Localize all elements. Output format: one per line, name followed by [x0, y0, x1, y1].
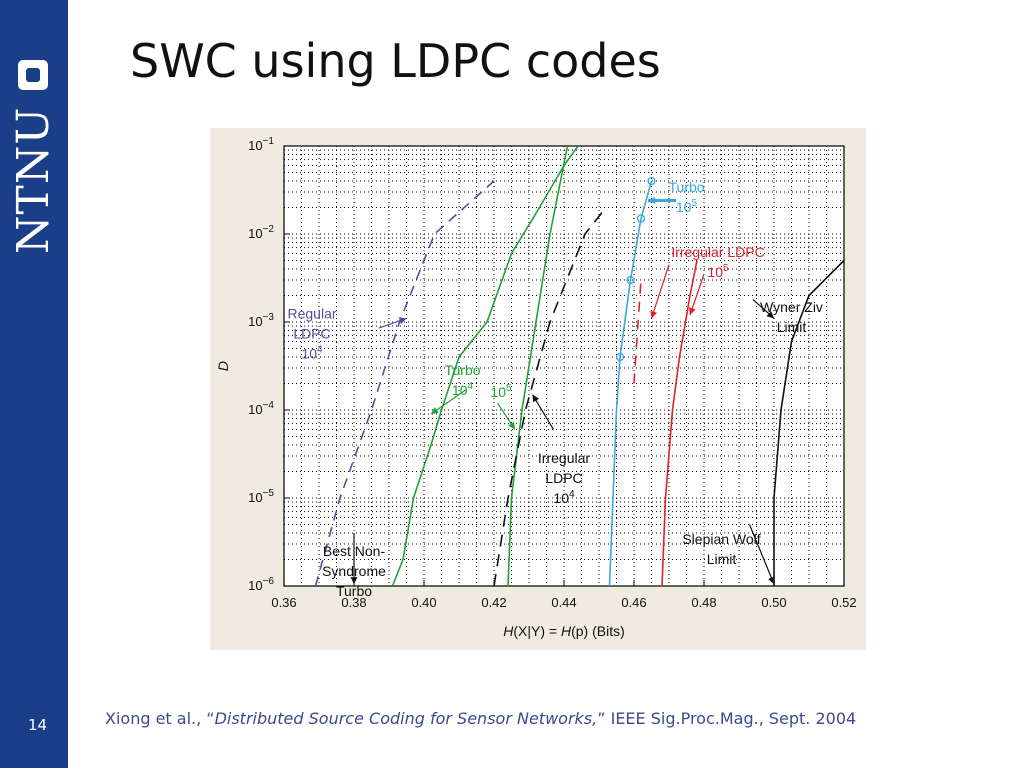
annotation-label: 105 — [490, 383, 512, 400]
annotation-label: 105 — [707, 263, 729, 280]
annotation-label: Irregular LDPC — [671, 244, 764, 260]
y-tick-label: 10−5 — [248, 488, 274, 505]
annotation-arrow-line — [689, 273, 705, 316]
y-tick-label: 10−3 — [248, 312, 274, 329]
citation: Xiong et al., “Distributed Source Coding… — [105, 708, 1005, 729]
x-tick-label: 0.44 — [551, 595, 576, 610]
x-tick-label: 0.36 — [271, 595, 296, 610]
annotation-arrow-head — [431, 407, 439, 415]
annotation-arrow-head — [532, 394, 540, 403]
series-line-irregular_ldpc_1e4 — [493, 207, 607, 586]
data-marker — [636, 214, 646, 223]
annotation-label: 104 — [553, 489, 575, 506]
annotation-arrow-head — [350, 577, 358, 585]
x-tick-label: 0.38 — [341, 595, 366, 610]
annotation-label: 104 — [452, 381, 474, 398]
annotation-label: LDPC — [545, 470, 582, 486]
annotation-label: 104 — [301, 344, 323, 361]
ntnu-logo-icon — [18, 60, 48, 90]
x-tick-label: 0.52 — [831, 595, 856, 610]
annotation-arrow-head — [398, 317, 407, 324]
x-tick-label: 0.48 — [691, 595, 716, 610]
data-marker — [626, 275, 635, 285]
annotation-label: Turbo — [668, 179, 704, 195]
annotation-label: Limit — [707, 551, 737, 567]
annotation-arrow-head — [650, 310, 657, 319]
x-tick-label: 0.42 — [481, 595, 506, 610]
series-line-turbo_blue_1e5 — [608, 180, 653, 586]
logo-text: NTNU — [8, 106, 59, 254]
citation-prefix: Xiong et al., “ — [105, 709, 215, 728]
annotation-label: Regular — [287, 305, 336, 321]
series-line-irregular_ldpc_red_1e5 — [661, 260, 698, 586]
slide-number: 14 — [28, 716, 48, 734]
y-tick-label: 10−4 — [248, 400, 274, 417]
y-tick-label: 10−2 — [248, 224, 274, 241]
annotation-label: Syndrome — [322, 563, 386, 579]
chart: 0.36 0.38 0.40 0.42 0.44 0.46 0.48 0.50 0.52 10−6… — [210, 128, 866, 650]
annotation-label: Turbo — [336, 583, 372, 599]
annotation-label: 105 — [676, 198, 698, 215]
annotation-arrow-line — [650, 264, 670, 319]
series-line-regular_ldpc_1e4 — [314, 180, 495, 586]
annotation-arrow-head — [768, 576, 775, 585]
sidebar-band: NTNU 14 — [0, 0, 68, 768]
series-line-wyner_ziv_limit — [773, 259, 844, 586]
annotation-label: Limit — [777, 319, 807, 335]
annotation-label: Slepian Wolf — [682, 531, 760, 547]
x-axis-label: H(X|Y) = H(p) (Bits) — [503, 623, 625, 639]
x-tick-label: 0.40 — [411, 595, 436, 610]
annotation-label: Wyner Ziv — [760, 299, 823, 315]
figure: 0.36 0.38 0.40 0.42 0.44 0.46 0.48 0.50 0.52 10−6… — [210, 128, 866, 650]
series-line-turbo_1e5 — [507, 146, 569, 586]
annotation-label: Turbo — [444, 362, 480, 378]
annotation-arrow-head — [508, 421, 515, 430]
slide-title: SWC using LDPC codes — [130, 34, 661, 88]
series-group — [314, 146, 844, 586]
x-tick-label: 0.50 — [761, 595, 786, 610]
annotation-arrow-head — [766, 311, 774, 319]
data-marker — [647, 176, 656, 186]
x-tick-label: 0.46 — [621, 595, 646, 610]
series-line-best_nonsyndrome_turbo — [391, 146, 579, 586]
y-axis-label: D — [215, 361, 231, 371]
y-tick-label: 10−1 — [248, 136, 274, 153]
annotation-arrow-line — [748, 524, 775, 585]
y-tick-label: 10−6 — [248, 576, 274, 593]
citation-suffix: ” IEEE Sig.Proc.Mag., Sept. 2004 — [597, 709, 857, 728]
data-marker — [615, 352, 625, 362]
annotation-label: Best Non- — [323, 543, 386, 559]
annotation-label: Irregular — [538, 450, 590, 466]
annotation-arrow-head — [648, 197, 655, 205]
annotation-arrow-line — [430, 389, 467, 415]
citation-title: Distributed Source Coding for Sensor Net… — [214, 709, 598, 728]
annotation-label: LDPC — [293, 325, 330, 341]
annotation-arrow-head — [688, 307, 696, 316]
